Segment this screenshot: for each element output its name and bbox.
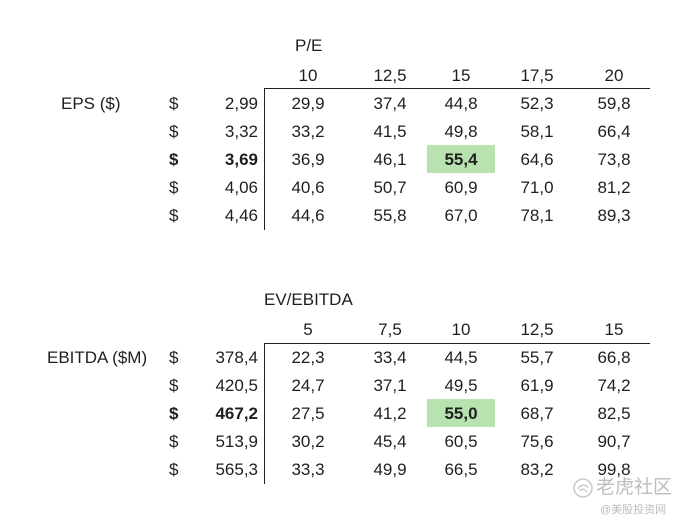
value-cell: 74,2 [597,376,631,395]
ev-highlight-cell [427,399,495,427]
watermark-sub: @美股投资网 [600,504,667,516]
currency-symbol: $ [169,432,179,451]
currency-symbol: $ [169,348,179,367]
ev-col-header: 12,5 [520,320,554,339]
value-cell: 71,0 [520,178,554,197]
currency-symbol: $ [169,94,179,113]
value-cell: 60,5 [444,432,478,451]
value-cell: 37,1 [373,376,407,395]
value-cell: 89,3 [597,206,631,225]
ebitda-row-label: EBITDA ($M) [47,348,148,367]
highlighted-value-cell: 55,4 [444,150,478,169]
value-cell: 27,5 [291,404,325,423]
ev-col-header: 5 [303,320,313,339]
base-value: 3,69 [224,150,258,169]
value-cell: 33,2 [291,122,325,141]
value-cell: 61,9 [520,376,554,395]
currency-symbol: $ [169,206,179,225]
value-cell: 22,3 [291,348,325,367]
currency-symbol: $ [169,376,179,395]
base-value: 4,06 [224,178,258,197]
value-cell: 81,2 [597,178,631,197]
value-cell: 33,3 [291,460,325,479]
value-cell: 66,5 [444,460,478,479]
ev-header: EV/EBITDA [264,290,353,309]
value-cell: 44,6 [291,206,325,225]
value-cell: 73,8 [597,150,631,169]
value-cell: 44,8 [444,94,478,113]
ev-col-header: 15 [604,320,624,339]
value-cell: 55,7 [520,348,554,367]
value-cell: 36,9 [291,150,325,169]
pe-col-header: 12,5 [373,66,407,85]
value-cell: 67,0 [444,206,478,225]
value-cell: 41,2 [373,404,407,423]
currency-symbol: $ [169,150,179,169]
currency-symbol: $ [169,460,179,479]
base-value: 3,32 [224,122,258,141]
ev-header-rule [264,343,650,344]
highlighted-value-cell: 55,0 [444,404,478,423]
value-cell: 60,9 [444,178,478,197]
base-value: 2,99 [224,94,258,113]
ev-col-header: 10 [451,320,471,339]
value-cell: 66,4 [597,122,631,141]
tiger-logo-icon [573,478,593,498]
value-cell: 55,8 [373,206,407,225]
value-cell: 29,9 [291,94,325,113]
currency-symbol: $ [169,178,179,197]
base-value: 4,46 [224,206,258,225]
value-cell: 41,5 [373,122,407,141]
watermark-brand: 老虎社区 [596,477,673,498]
pe-header-rule [264,88,650,89]
value-cell: 64,6 [520,150,554,169]
pe-col-header: 10 [298,66,318,85]
value-cell: 82,5 [597,404,631,423]
value-cell: 83,2 [520,460,554,479]
value-cell: 49,8 [444,122,478,141]
value-cell: 30,2 [291,432,325,451]
currency-symbol: $ [169,404,179,423]
value-cell: 59,8 [597,94,631,113]
value-cell: 24,7 [291,376,325,395]
value-cell: 46,1 [373,150,407,169]
value-cell: 75,6 [520,432,554,451]
eps-row-label: EPS ($) [61,94,121,113]
base-value: 420,5 [215,376,258,395]
base-value: 467,2 [215,404,258,423]
pe-col-header: 15 [451,66,471,85]
value-cell: 49,9 [373,460,407,479]
value-cell: 78,1 [520,206,554,225]
value-cell: 33,4 [373,348,407,367]
value-cell: 37,4 [373,94,407,113]
value-cell: 40,6 [291,178,325,197]
value-cell: 58,1 [520,122,554,141]
pe-highlight-cell [427,145,495,173]
pe-header: P/E [295,36,323,55]
pe-col-header: 20 [604,66,624,85]
value-cell: 45,4 [373,432,407,451]
pe-axis-rule [264,88,265,230]
base-value: 513,9 [215,432,258,451]
value-cell: 50,7 [373,178,407,197]
value-cell: 90,7 [597,432,631,451]
currency-symbol: $ [169,122,179,141]
value-cell: 68,7 [520,404,554,423]
ev-col-header: 7,5 [378,320,402,339]
value-cell: 99,8 [597,460,631,479]
pe-col-header: 17,5 [520,66,554,85]
base-value: 565,3 [215,460,258,479]
value-cell: 66,8 [597,348,631,367]
value-cell: 52,3 [520,94,554,113]
base-value: 378,4 [215,348,258,367]
value-cell: 49,5 [444,376,478,395]
value-cell: 44,5 [444,348,478,367]
ev-axis-rule [264,343,265,484]
